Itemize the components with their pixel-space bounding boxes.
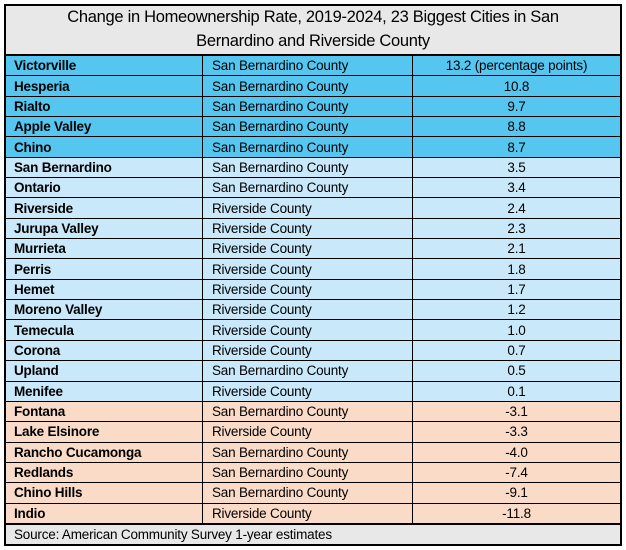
cell-value: 0.1 [507,383,526,399]
cell-value: 8.8 [507,119,526,135]
table-row: Perris Riverside County 1.8 [6,258,620,279]
cell-county: Riverside County [203,503,413,523]
table-row: Rancho Cucamonga San Bernardino County -4.… [6,441,620,462]
cell-value: 10.8 [503,78,530,94]
cell-city: Perris [6,259,203,279]
table-row: Chino Hills San Bernardino County -9.1 [6,482,620,503]
cell-city: Murrieta [6,239,203,259]
cell-value: 2.1 [507,241,526,257]
cell-value: -3.1 [505,404,528,420]
cell-city: Rancho Cucamonga [6,442,203,462]
cell-county: San Bernardino County [203,178,413,198]
table-row: Temecula Riverside County 1.0 [6,319,620,340]
cell-city: Chino [6,137,203,157]
cell-city: Moreno Valley [6,300,203,320]
cell-county: Riverside County [203,279,413,300]
cell-county: Riverside County [203,340,413,361]
cell-county: Riverside County [203,320,413,340]
cell-county: Riverside County [203,239,413,259]
cell-county: San Bernardino County [203,137,413,157]
cell-county: San Bernardino County [203,401,413,422]
cell-value: -11.8 [502,505,531,521]
table-row: Redlands San Bernardino County -7.4 [6,461,620,483]
cell-city: Redlands [6,462,203,483]
cell-value: 1.0 [507,322,526,338]
cell-city: Hemet [6,279,203,300]
cell-county: San Bernardino County [203,462,413,483]
cell-county: San Bernardino County [203,76,413,96]
table-row: Jurupa Valley Riverside County 2.3 [6,217,620,239]
table-row: Hesperia San Bernardino County 10.8 [6,75,620,96]
table-row: Indio Riverside County -11.8 [6,502,620,523]
cell-city: Jurupa Valley [6,218,203,239]
cell-city: Hesperia [6,76,203,96]
cell-value: 1.8 [507,261,526,277]
cell-city: Victorville [6,56,203,76]
cell-city: Chino Hills [6,483,203,503]
table-row: Fontana San Bernardino County -3.1 [6,400,620,422]
cell-value: -3.3 [505,424,528,440]
cell-city: Indio [6,503,203,523]
table-row: Corona Riverside County 0.7 [6,339,620,361]
table-row: Victorville San Bernardino County 13.2 (pe… [6,56,620,76]
cell-value: 1.7 [507,281,526,297]
cell-county: San Bernardino County [203,157,413,178]
cell-value: -4.0 [505,444,528,460]
cell-city: Menifee [6,381,203,401]
cell-city: Rialto [6,96,203,117]
table-row: Moreno Valley Riverside County 1.2 [6,299,620,320]
table-row: San Bernardino San Bernardino County 3.5 [6,156,620,178]
table-row: Menifee Riverside County 0.1 [6,380,620,401]
cell-value: 13.2 (percentage points) [445,58,588,74]
table-row: Upland San Bernardino County 0.5 [6,360,620,381]
cell-value: 2.3 [507,220,526,236]
cell-city: Lake Elsinore [6,422,203,442]
table-row: Riverside Riverside County 2.4 [6,197,620,218]
cell-county: San Bernardino County [203,96,413,117]
source-note: Source: American Community Survey 1-year… [6,523,620,544]
cell-value: -9.1 [505,485,528,501]
cell-value: 1.2 [507,302,526,318]
cell-city: Riverside [6,198,203,218]
cell-county: San Bernardino County [203,56,413,76]
table-body: Victorville San Bernardino County 13.2 (pe… [6,56,620,523]
table-row: Rialto San Bernardino County 9.7 [6,95,620,117]
cell-county: Riverside County [203,422,413,442]
cell-county: San Bernardino County [203,361,413,381]
cell-city: Upland [6,361,203,381]
cell-value: -7.4 [505,465,528,481]
cell-city: Corona [6,340,203,361]
table-row: Apple Valley San Bernardino County 8.8 [6,116,620,137]
cell-county: Riverside County [203,381,413,401]
cell-value: 2.4 [507,200,526,216]
cell-city: Apple Valley [6,117,203,137]
table-row: Ontario San Bernardino County 3.4 [6,177,620,198]
cell-value: 0.7 [507,342,526,358]
cell-value: 8.7 [507,139,526,155]
table-row: Murrieta Riverside County 2.1 [6,238,620,259]
table-row: Hemet Riverside County 1.7 [6,278,620,300]
cell-city: Ontario [6,178,203,198]
cell-city: San Bernardino [6,157,203,178]
cell-county: Riverside County [203,259,413,279]
cell-city: Fontana [6,401,203,422]
cell-county: Riverside County [203,300,413,320]
table-title: Change in Homeownership Rate, 2019-2024,… [6,6,620,56]
table-row: Chino San Bernardino County 8.7 [6,136,620,157]
cell-city: Temecula [6,320,203,340]
cell-value: 3.5 [507,159,526,175]
cell-county: Riverside County [203,198,413,218]
table-row: Lake Elsinore Riverside County -3.3 [6,421,620,442]
cell-county: Riverside County [203,218,413,239]
homeownership-table: Change in Homeownership Rate, 2019-2024,… [4,4,622,546]
cell-county: San Bernardino County [203,483,413,503]
cell-value: 3.4 [507,180,526,196]
cell-county: San Bernardino County [203,442,413,462]
cell-value: 9.7 [507,98,526,114]
cell-value: 0.5 [507,363,526,379]
cell-county: San Bernardino County [203,117,413,137]
